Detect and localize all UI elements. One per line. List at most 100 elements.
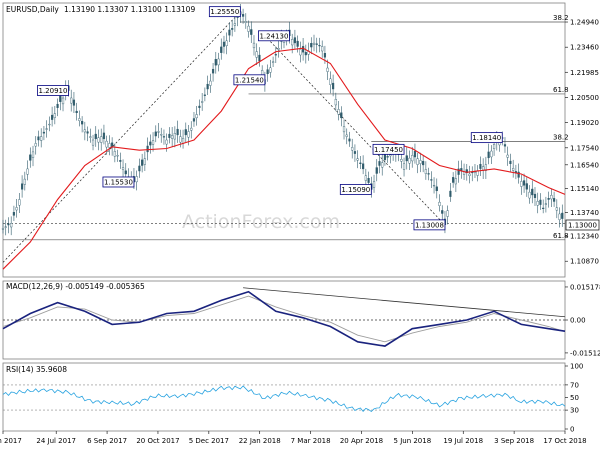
candle-body bbox=[301, 46, 305, 53]
x-tick-label: 19 Jul 2018 bbox=[443, 437, 483, 445]
price-annotation-box bbox=[339, 184, 372, 195]
candle-body bbox=[124, 170, 127, 175]
candle-body bbox=[326, 67, 329, 72]
candle-body bbox=[100, 136, 103, 143]
candle-body bbox=[51, 114, 54, 120]
candle-body bbox=[269, 67, 272, 73]
candle-body bbox=[135, 176, 138, 183]
candle-body bbox=[149, 141, 152, 146]
candle-body bbox=[315, 43, 318, 45]
candle-body bbox=[520, 181, 523, 187]
candle-body bbox=[323, 53, 327, 58]
x-tick-label: 22 Jan 2018 bbox=[239, 437, 281, 445]
candle-body bbox=[168, 133, 171, 138]
candle-body bbox=[432, 185, 436, 187]
price-annotation-label: 1.20910 bbox=[38, 87, 67, 95]
rsi-y-tick-label: 50 bbox=[570, 394, 579, 402]
rsi-y-tick-label: 100 bbox=[570, 363, 583, 371]
price-trendline bbox=[264, 35, 446, 226]
rsi-y-tick-label: 70 bbox=[570, 381, 579, 389]
price-y-tick-label: 1.20500 bbox=[570, 94, 599, 102]
rsi-y-tick-label: 0 bbox=[570, 426, 574, 434]
candle-body bbox=[266, 69, 269, 75]
candle-body bbox=[231, 28, 234, 30]
candle-body bbox=[121, 167, 125, 170]
candle-body bbox=[176, 128, 179, 136]
candle-body bbox=[222, 41, 226, 47]
candle-body bbox=[353, 151, 357, 154]
candle-body bbox=[362, 163, 365, 170]
price-y-tick-label: 1.13740 bbox=[570, 209, 599, 217]
candle-body bbox=[452, 177, 455, 183]
price-y-tick-label: 1.15140 bbox=[570, 185, 599, 193]
candle-body bbox=[146, 145, 149, 153]
candle-body bbox=[105, 140, 108, 148]
candle-body bbox=[550, 195, 553, 200]
candle-body bbox=[291, 39, 294, 46]
candle-body bbox=[48, 123, 51, 126]
candle-body bbox=[468, 173, 471, 176]
candle-body bbox=[61, 97, 65, 105]
watermark: ActionForex.com bbox=[182, 211, 340, 233]
fib-level-label: 38.2 bbox=[553, 14, 569, 22]
candle-body bbox=[408, 157, 411, 164]
candle-body bbox=[293, 37, 297, 44]
candle-body bbox=[509, 160, 512, 165]
macd-y-tick-label: 0.015178 bbox=[570, 283, 600, 291]
candle-body bbox=[342, 126, 346, 133]
candle-body bbox=[108, 143, 111, 148]
fib-level-label: 61.8 bbox=[553, 232, 569, 240]
candle-body bbox=[195, 114, 198, 119]
candle-body bbox=[255, 51, 258, 58]
price-annotation-label: 1.24130 bbox=[259, 32, 288, 40]
candle-body bbox=[252, 42, 256, 49]
candle-body bbox=[75, 110, 78, 113]
candle-body bbox=[233, 23, 236, 26]
candle-body bbox=[225, 40, 228, 46]
candle-body bbox=[359, 162, 362, 164]
candle-body bbox=[94, 133, 97, 140]
candle-body bbox=[206, 83, 209, 90]
price-annotation-label: 1.18140 bbox=[472, 134, 501, 142]
price-annotation-box bbox=[470, 132, 503, 144]
price-y-tick-label: 1.21985 bbox=[570, 69, 599, 77]
candle-body bbox=[296, 40, 299, 47]
candle-body bbox=[271, 61, 275, 63]
candle-body bbox=[72, 99, 76, 106]
candle-body bbox=[162, 136, 166, 138]
candle-body bbox=[179, 136, 182, 143]
price-y-tick-label: 1.24940 bbox=[570, 19, 599, 27]
candle-body bbox=[102, 132, 106, 140]
candle-body bbox=[12, 212, 16, 216]
candle-body bbox=[525, 183, 528, 190]
candle-body bbox=[1, 228, 5, 230]
candle-body bbox=[561, 212, 564, 219]
candle-body bbox=[487, 151, 490, 159]
candle-body bbox=[378, 161, 381, 166]
candle-body bbox=[241, 14, 245, 17]
candle-body bbox=[528, 191, 531, 199]
x-tick-label: 5 Dec 2017 bbox=[189, 437, 229, 445]
candle-body bbox=[424, 169, 427, 174]
candle-body bbox=[356, 158, 359, 161]
candle-body bbox=[141, 159, 144, 166]
candle-body bbox=[15, 207, 18, 211]
candle-body bbox=[277, 48, 280, 50]
candle-body bbox=[157, 131, 160, 133]
macd-line bbox=[2, 290, 566, 347]
candle-body bbox=[345, 134, 348, 137]
x-tick-label: 8 Jun 2017 bbox=[0, 437, 22, 445]
price-y-tick-label: 1.19020 bbox=[570, 119, 599, 127]
candle-body bbox=[435, 186, 438, 192]
candle-body bbox=[381, 162, 384, 168]
x-tick-label: 6 Sep 2017 bbox=[87, 437, 127, 445]
candle-body bbox=[479, 163, 482, 169]
price-annotation-box bbox=[372, 143, 405, 155]
candle-body bbox=[389, 154, 392, 157]
candle-body bbox=[522, 180, 526, 186]
candle-body bbox=[321, 46, 324, 52]
candle-body bbox=[351, 147, 354, 151]
candle-body bbox=[329, 78, 332, 85]
candle-body bbox=[533, 193, 537, 198]
